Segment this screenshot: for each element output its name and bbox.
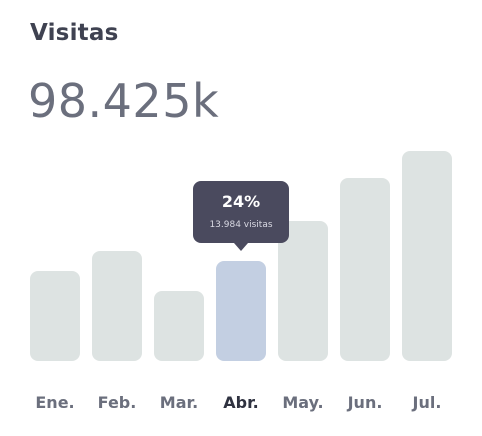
tooltip-percent: 24% bbox=[221, 192, 261, 211]
bar-mar[interactable] bbox=[154, 291, 204, 361]
bar-jun[interactable] bbox=[340, 178, 390, 361]
x-label-abr: Abr. bbox=[223, 393, 259, 412]
x-label-jun: Jun. bbox=[347, 393, 383, 412]
total-visits-value: 98.425k bbox=[28, 74, 220, 128]
bar-ene[interactable] bbox=[30, 271, 80, 361]
bar-tooltip: 24% 13.984 visitas bbox=[193, 181, 289, 251]
x-label-mar: Mar. bbox=[160, 393, 198, 412]
bar-feb[interactable] bbox=[92, 251, 142, 361]
x-label-feb: Feb. bbox=[98, 393, 137, 412]
card-title: Visitas bbox=[30, 20, 119, 46]
bar-may[interactable] bbox=[278, 221, 328, 361]
tooltip-detail: 13.984 visitas bbox=[209, 220, 273, 230]
bar-jul[interactable] bbox=[402, 151, 452, 361]
bar-abr[interactable] bbox=[216, 261, 266, 361]
x-label-jul: Jul. bbox=[412, 393, 442, 412]
x-label-ene: Ene. bbox=[35, 393, 74, 412]
x-label-may: May. bbox=[282, 393, 323, 412]
